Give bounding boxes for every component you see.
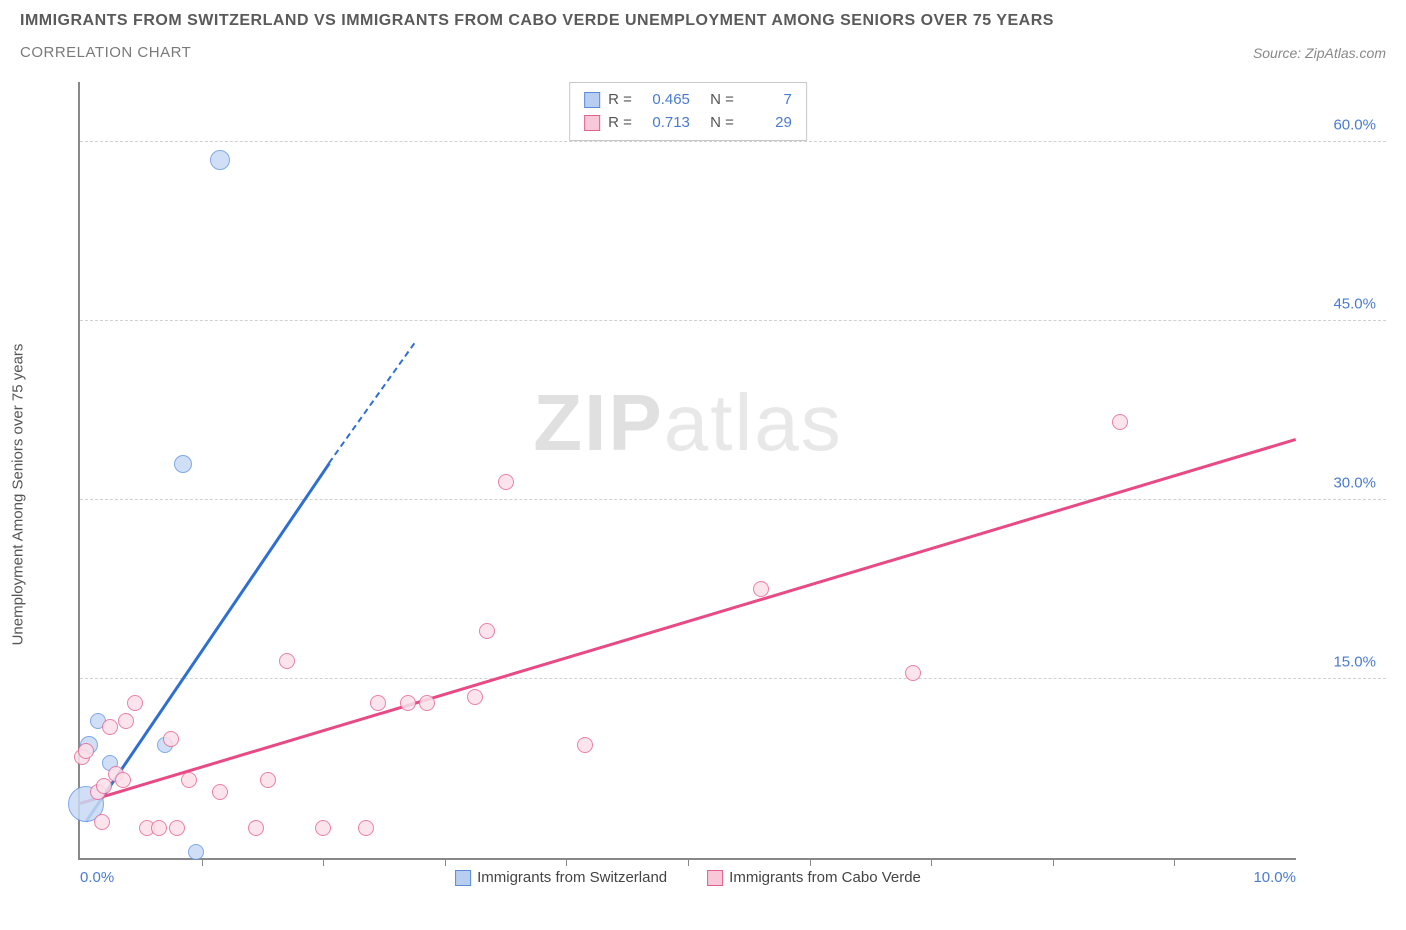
- data-point: [188, 844, 204, 860]
- data-point: [151, 820, 167, 836]
- y-tick-label: 30.0%: [1333, 474, 1376, 491]
- grid-line: [80, 320, 1386, 321]
- trend-line-dashed: [328, 343, 415, 464]
- data-point: [78, 743, 94, 759]
- x-tick: [931, 858, 932, 866]
- legend-label-switzerland: Immigrants from Switzerland: [477, 869, 667, 886]
- data-point: [96, 778, 112, 794]
- legend-item-cabo-verde: Immigrants from Cabo Verde: [707, 869, 921, 886]
- r-value-switzerland: 0.465: [640, 89, 690, 112]
- x-tick: [202, 858, 203, 866]
- x-tick: [810, 858, 811, 866]
- x-tick: [1053, 858, 1054, 866]
- grid-line: [80, 499, 1386, 500]
- legend-item-switzerland: Immigrants from Switzerland: [455, 869, 667, 886]
- y-tick-label: 45.0%: [1333, 295, 1376, 312]
- r-label: R =: [608, 112, 632, 135]
- data-point: [1112, 414, 1128, 430]
- stats-row-switzerland: R = 0.465 N = 7: [584, 89, 792, 112]
- trend-line: [80, 438, 1297, 805]
- x-tick-label: 10.0%: [1253, 869, 1296, 886]
- data-point: [118, 713, 134, 729]
- data-point: [279, 653, 295, 669]
- watermark-bold: ZIP: [533, 378, 663, 467]
- data-point: [115, 772, 131, 788]
- source-attribution: Source: ZipAtlas.com: [1253, 45, 1386, 61]
- legend-label-cabo-verde: Immigrants from Cabo Verde: [729, 869, 921, 886]
- data-point: [127, 695, 143, 711]
- plot-area: ZIPatlas R = 0.465 N = 7 R = 0.713 N = 2…: [78, 82, 1296, 860]
- y-axis-label: Unemployment Among Seniors over 75 years: [10, 344, 27, 646]
- data-point: [419, 695, 435, 711]
- data-point: [163, 731, 179, 747]
- swatch-switzerland: [455, 870, 471, 886]
- n-label: N =: [710, 89, 734, 112]
- n-value-cabo-verde: 29: [742, 112, 792, 135]
- stats-legend: R = 0.465 N = 7 R = 0.713 N = 29: [569, 82, 807, 141]
- grid-line: [80, 678, 1386, 679]
- n-label: N =: [710, 112, 734, 135]
- x-tick: [445, 858, 446, 866]
- chart-title: IMMIGRANTS FROM SWITZERLAND VS IMMIGRANT…: [20, 12, 1386, 30]
- data-point: [181, 772, 197, 788]
- subtitle-row: CORRELATION CHART Source: ZipAtlas.com: [20, 44, 1386, 61]
- data-point: [400, 695, 416, 711]
- n-value-switzerland: 7: [742, 89, 792, 112]
- data-point: [577, 737, 593, 753]
- r-label: R =: [608, 89, 632, 112]
- data-point: [210, 150, 230, 170]
- watermark-rest: atlas: [664, 378, 843, 467]
- x-tick: [323, 858, 324, 866]
- data-point: [94, 814, 110, 830]
- swatch-cabo-verde: [707, 870, 723, 886]
- data-point: [905, 665, 921, 681]
- chart-header: IMMIGRANTS FROM SWITZERLAND VS IMMIGRANT…: [0, 0, 1406, 61]
- data-point: [498, 474, 514, 490]
- y-tick-label: 15.0%: [1333, 653, 1376, 670]
- data-point: [260, 772, 276, 788]
- data-point: [370, 695, 386, 711]
- swatch-cabo-verde: [584, 115, 600, 131]
- x-tick: [566, 858, 567, 866]
- stats-row-cabo-verde: R = 0.713 N = 29: [584, 112, 792, 135]
- r-value-cabo-verde: 0.713: [640, 112, 690, 135]
- data-point: [479, 623, 495, 639]
- data-point: [169, 820, 185, 836]
- watermark: ZIPatlas: [533, 377, 842, 469]
- data-point: [315, 820, 331, 836]
- y-tick-label: 60.0%: [1333, 116, 1376, 133]
- x-tick: [688, 858, 689, 866]
- data-point: [248, 820, 264, 836]
- data-point: [753, 581, 769, 597]
- data-point: [467, 689, 483, 705]
- data-point: [358, 820, 374, 836]
- swatch-switzerland: [584, 92, 600, 108]
- bottom-legend: Immigrants from Switzerland Immigrants f…: [455, 869, 921, 886]
- chart-container: Unemployment Among Seniors over 75 years…: [48, 82, 1386, 890]
- data-point: [212, 784, 228, 800]
- chart-subtitle: CORRELATION CHART: [20, 44, 191, 61]
- data-point: [102, 719, 118, 735]
- data-point: [174, 455, 192, 473]
- x-tick-label: 0.0%: [80, 869, 114, 886]
- x-tick: [1174, 858, 1175, 866]
